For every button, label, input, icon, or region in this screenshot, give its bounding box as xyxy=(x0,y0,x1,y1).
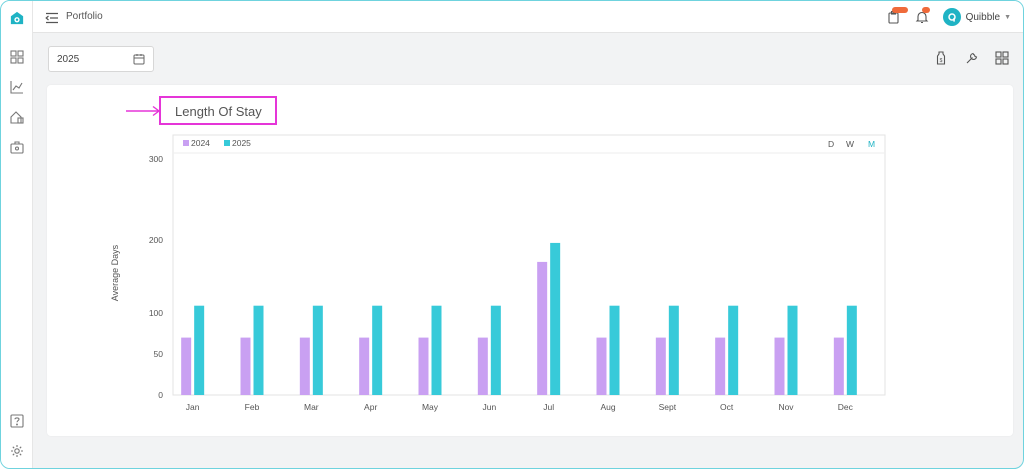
annotation-arrow-icon xyxy=(126,105,161,117)
briefcase-icon[interactable] xyxy=(9,139,25,155)
x-tick-label: Feb xyxy=(245,402,260,412)
brand-logo-icon[interactable] xyxy=(9,10,25,26)
range-button-m[interactable]: M xyxy=(868,139,875,149)
bar-2024-nov[interactable] xyxy=(774,337,785,395)
clipboard-badge xyxy=(891,7,908,13)
x-tick-label: Jul xyxy=(543,402,554,412)
range-button-d[interactable]: D xyxy=(828,139,834,149)
bar-2024-apr[interactable] xyxy=(359,337,370,395)
legend-swatch-2024 xyxy=(183,140,189,146)
y-tick-label: 200 xyxy=(149,235,163,245)
bar-2024-dec[interactable] xyxy=(833,337,844,395)
bell-badge xyxy=(921,7,930,13)
length-of-stay-chart: 2024 2025 D W M Average Days 0 50 100 200 30… xyxy=(110,134,886,412)
avatar[interactable] xyxy=(942,8,961,26)
x-tick-label: Apr xyxy=(364,402,377,412)
x-tick-label: Nov xyxy=(778,402,794,412)
dashboard-icon[interactable] xyxy=(9,49,25,65)
breadcrumb[interactable]: Portfolio xyxy=(66,11,103,22)
bar-2025-may[interactable] xyxy=(431,305,442,395)
bar-2025-dec[interactable] xyxy=(846,305,857,395)
clipboard-icon[interactable] xyxy=(887,7,908,24)
property-icon[interactable] xyxy=(9,109,25,125)
year-value: 2025 xyxy=(57,54,80,65)
menu-toggle-icon[interactable] xyxy=(45,11,59,24)
x-tick-label: Aug xyxy=(600,402,615,412)
x-tick-label: Jun xyxy=(482,402,496,412)
top-bar: Portfolio Quibble ▼ xyxy=(33,1,1023,33)
bar-2025-oct[interactable] xyxy=(728,305,739,395)
bottle-icon[interactable]: $ xyxy=(934,51,948,65)
bar-2025-feb[interactable] xyxy=(253,305,264,395)
legend-label-2024: 2024 xyxy=(191,138,210,148)
bar-2025-nov[interactable] xyxy=(787,305,798,395)
bar-2025-aug[interactable] xyxy=(609,305,620,395)
x-tick-label: May xyxy=(422,402,439,412)
y-tick-label: 0 xyxy=(158,390,163,400)
bar-2024-feb[interactable] xyxy=(240,337,251,395)
bar-2025-apr[interactable] xyxy=(372,305,383,395)
analytics-icon[interactable] xyxy=(9,79,25,95)
bar-2025-jan[interactable] xyxy=(194,305,205,395)
bar-2024-sept[interactable] xyxy=(655,337,666,395)
title-highlight-box: Length Of Stay xyxy=(159,96,277,125)
bell-icon[interactable] xyxy=(915,7,930,24)
bar-2025-mar[interactable] xyxy=(312,305,323,395)
plot-frame xyxy=(172,134,886,396)
bar-2024-mar[interactable] xyxy=(299,337,310,395)
bar-2025-sept[interactable] xyxy=(668,305,679,395)
chevron-down-icon[interactable]: ▼ xyxy=(1004,13,1011,21)
year-picker[interactable]: 2025 xyxy=(48,46,154,72)
x-tick-label: Dec xyxy=(838,402,854,412)
bar-2024-may[interactable] xyxy=(418,337,429,395)
settings-icon[interactable] xyxy=(9,443,25,459)
bar-2025-jun[interactable] xyxy=(490,305,501,395)
bar-2024-aug[interactable] xyxy=(596,337,607,395)
range-buttons: D W M xyxy=(828,139,875,149)
svg-text:$: $ xyxy=(940,58,943,64)
sidebar xyxy=(1,1,33,468)
legend-swatch-2025 xyxy=(224,140,230,146)
x-tick-label: Oct xyxy=(720,402,734,412)
bar-2024-jun[interactable] xyxy=(477,337,488,395)
calendar-icon[interactable] xyxy=(133,53,145,65)
x-tick-label: Mar xyxy=(304,402,319,412)
legend: 2024 2025 xyxy=(183,138,251,148)
help-icon[interactable] xyxy=(9,413,25,429)
x-tick-label: Jan xyxy=(186,402,200,412)
x-tick-label: Sept xyxy=(659,402,677,412)
grid-icon[interactable] xyxy=(995,51,1009,65)
chart-title: Length Of Stay xyxy=(175,104,262,119)
bar-2024-jul[interactable] xyxy=(537,261,548,395)
y-axis-label: Average Days xyxy=(110,244,120,301)
wrench-icon[interactable] xyxy=(965,51,979,65)
bar-2025-jul[interactable] xyxy=(550,242,561,395)
bar-2024-oct[interactable] xyxy=(715,337,726,395)
y-tick-label: 300 xyxy=(149,154,163,164)
y-tick-label: 50 xyxy=(154,349,164,359)
user-name[interactable]: Quibble xyxy=(965,11,1001,23)
bar-2024-jan[interactable] xyxy=(181,337,192,395)
range-button-w[interactable]: W xyxy=(846,139,854,149)
legend-label-2025: 2025 xyxy=(232,138,251,148)
y-tick-label: 100 xyxy=(149,308,163,318)
